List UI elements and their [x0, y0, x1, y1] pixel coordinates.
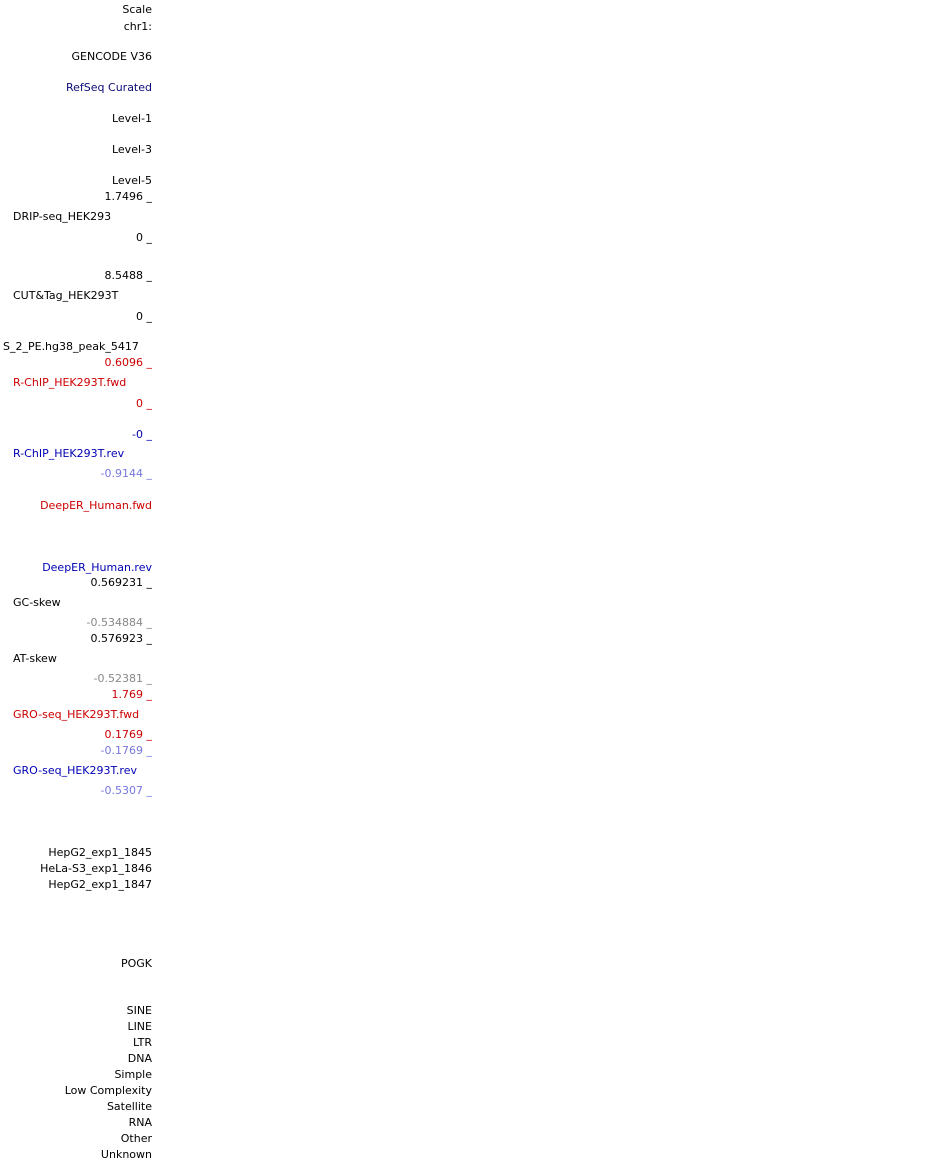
level-5-label[interactable]: Level-5	[111, 174, 152, 187]
rchip-fwd-min-value: 0 _	[136, 397, 152, 410]
hela-1846-track-label[interactable]: HeLa-S3_exp1_1846	[40, 862, 152, 875]
deeper-rev-track-label[interactable]: DeepER_Human.rev	[42, 561, 152, 574]
refseq-track-label[interactable]: RefSeq Curated	[66, 81, 152, 94]
at-skew-max-value: 0.576923 _	[90, 632, 152, 645]
track-label-panel: Scale chr1: GENCODE V36 RefSeq Curated L…	[0, 0, 152, 1164]
level-3-label[interactable]: Level-3	[111, 143, 152, 156]
repeat-low-complexity-label[interactable]: Low Complexity	[64, 1084, 152, 1097]
hepg2-1847-track-label[interactable]: HepG2_exp1_1847	[48, 878, 152, 891]
repeat-satellite-label[interactable]: Satellite	[106, 1100, 152, 1113]
repeat-rna-label[interactable]: RNA	[128, 1116, 152, 1129]
scale-label[interactable]: Scale	[122, 3, 152, 16]
gro-rev-max-value: -0.1769 _	[100, 744, 152, 757]
hepg2-1845-track-label[interactable]: HepG2_exp1_1845	[48, 846, 152, 859]
cut-tag-track-label[interactable]: CUT&Tag_HEK293T	[13, 289, 119, 302]
rchip-fwd-max-value: 0.6096 _	[104, 356, 153, 369]
rchip-rev-track-label[interactable]: R-ChIP_HEK293T.rev	[13, 447, 125, 460]
gro-fwd-track-label[interactable]: GRO-seq_HEK293T.fwd	[13, 708, 140, 721]
gro-rev-track-label[interactable]: GRO-seq_HEK293T.rev	[13, 764, 137, 777]
repeat-sine-label[interactable]: SINE	[126, 1004, 152, 1017]
cut-tag-max-value: 8.5488 _	[104, 269, 153, 282]
repeat-line-label[interactable]: LINE	[127, 1020, 152, 1033]
gc-skew-max-value: 0.569231 _	[90, 576, 152, 589]
repeat-simple-label[interactable]: Simple	[114, 1068, 152, 1081]
rchip-fwd-track-label[interactable]: R-ChIP_HEK293T.fwd	[13, 376, 127, 389]
gro-rev-min-value: -0.5307 _	[100, 784, 152, 797]
repeat-other-label[interactable]: Other	[120, 1132, 152, 1145]
chromosome-label[interactable]: chr1:	[123, 20, 152, 33]
track-display-area[interactable]	[152, 0, 950, 1164]
drip-seq-min-value: 0 _	[136, 231, 152, 244]
level-1-label[interactable]: Level-1	[111, 112, 152, 125]
at-skew-track-label[interactable]: AT-skew	[13, 652, 57, 665]
drip-seq-track-label[interactable]: DRIP-seq_HEK293	[13, 210, 112, 223]
rchip-rev-max-value: -0 _	[132, 428, 152, 441]
pogk-gene-label[interactable]: POGK	[120, 957, 152, 970]
peak-track-label[interactable]: S_2_PE.hg38_peak_5417	[3, 340, 139, 353]
at-skew-min-value: -0.52381 _	[93, 672, 152, 685]
gc-skew-track-label[interactable]: GC-skew	[13, 596, 61, 609]
repeat-ltr-label[interactable]: LTR	[133, 1036, 152, 1049]
gc-skew-min-value: -0.534884 _	[86, 616, 152, 629]
gro-fwd-min-value: 0.1769 _	[104, 728, 153, 741]
rchip-rev-min-value: -0.9144 _	[100, 467, 152, 480]
repeat-dna-label[interactable]: DNA	[127, 1052, 152, 1065]
drip-seq-max-value: 1.7496 _	[104, 190, 153, 203]
gro-fwd-max-value: 1.769 _	[111, 688, 153, 701]
deeper-fwd-track-label[interactable]: DeepER_Human.fwd	[40, 499, 152, 512]
cut-tag-min-value: 0 _	[136, 310, 152, 323]
gencode-track-label[interactable]: GENCODE V36	[71, 50, 152, 63]
repeat-unknown-label[interactable]: Unknown	[100, 1148, 152, 1161]
